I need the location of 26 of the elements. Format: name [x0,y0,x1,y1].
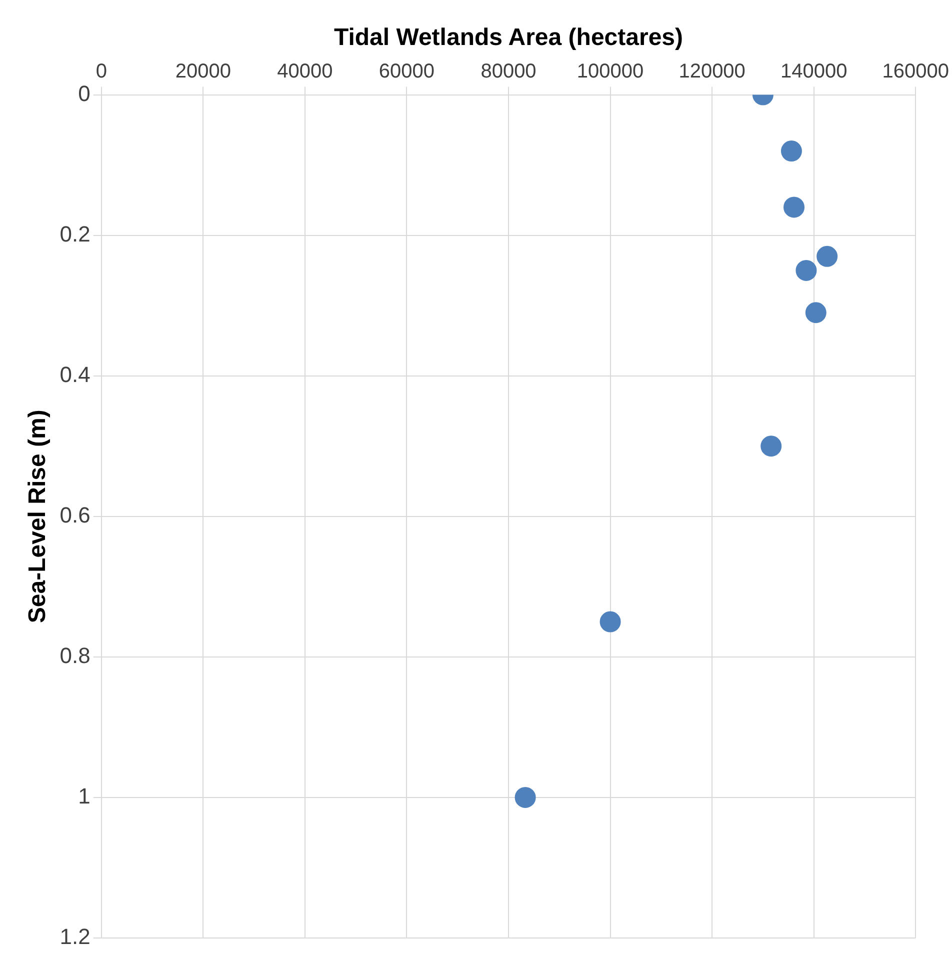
x-tick-label: 160000 [882,60,950,82]
point [600,611,621,632]
x-tick-label: 20000 [175,60,231,82]
y-axis-title: Sea-Level Rise (m) [24,410,52,624]
y-tick-label: 0 [78,80,90,106]
point [760,436,782,457]
y-tick-label: 0.4 [60,362,90,387]
point [514,786,536,808]
x-tick-label: 80000 [480,60,536,82]
point [805,302,826,324]
x-tick-label: 40000 [277,60,333,82]
y-tick-label: 0.8 [60,642,90,668]
point [780,140,802,162]
y-tick-label: 0.2 [60,221,90,246]
y-tick-label: 1 [78,784,90,809]
x-tick-label: 0 [96,60,107,82]
point [796,260,817,281]
point [816,246,838,267]
x-tick-label: 140000 [780,60,848,82]
x-tick-label: 120000 [678,60,746,82]
y-tick-label: 1.2 [60,924,90,950]
point [784,196,805,218]
y-tick-label: 0.6 [60,502,90,528]
x-axis-title: Tidal Wetlands Area (hectares) [334,24,684,52]
x-tick-label: 60000 [378,60,435,82]
x-tick-label: 100000 [576,60,644,82]
